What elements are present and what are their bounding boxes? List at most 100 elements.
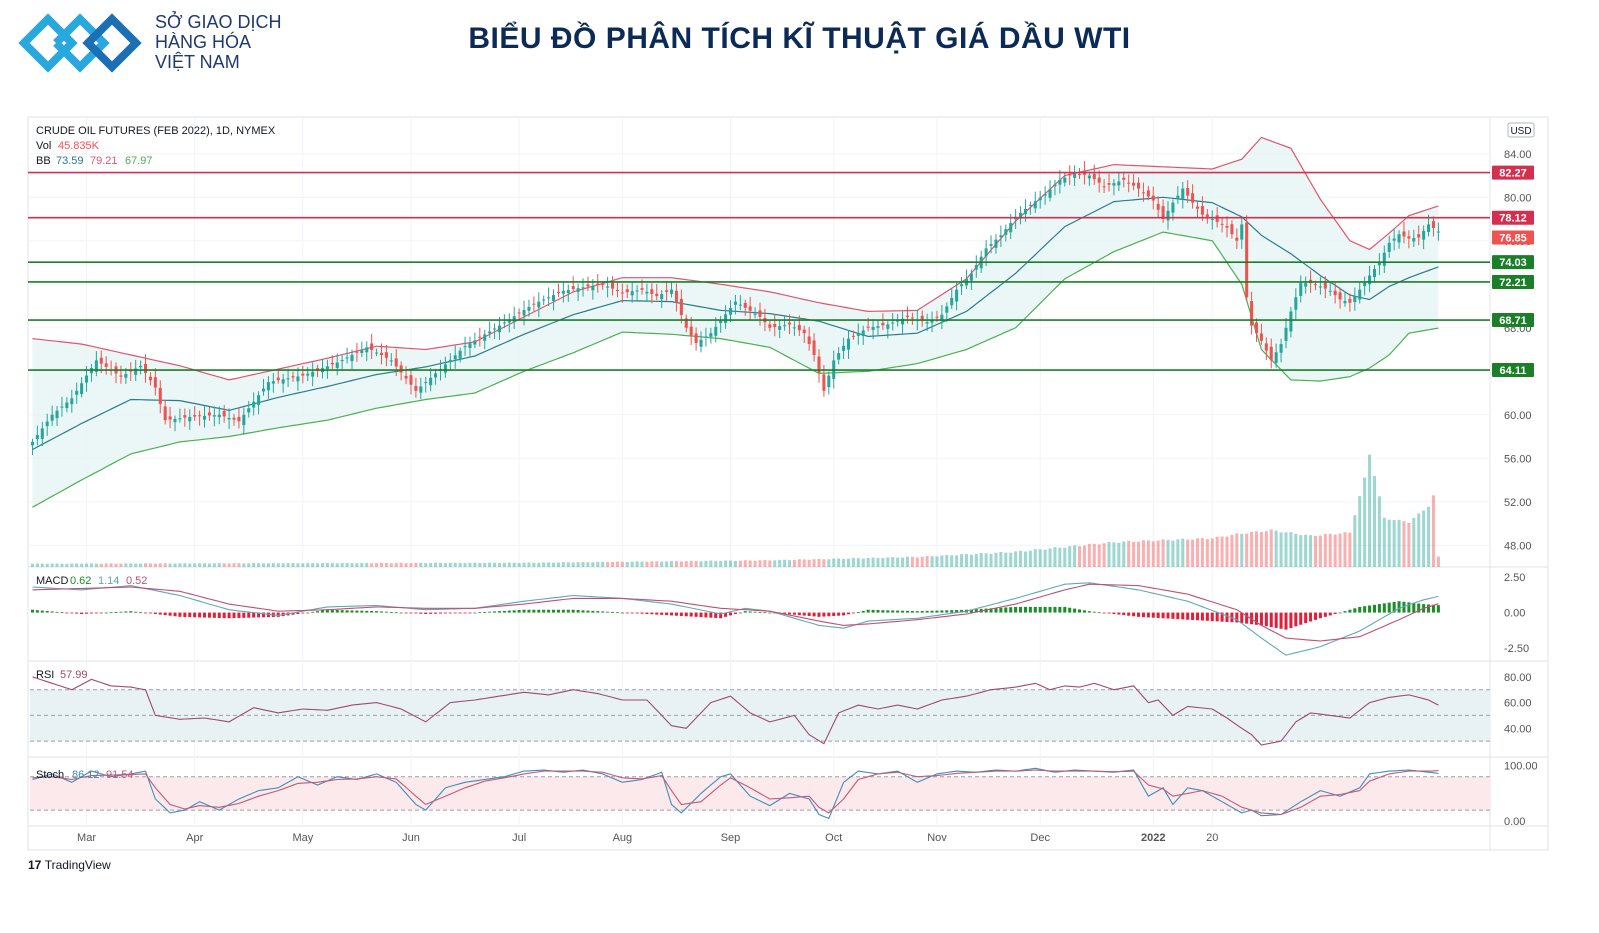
macd-histogram-bar: [1358, 606, 1362, 613]
bb-legend-label: BB: [36, 155, 51, 167]
candle-body: [232, 417, 236, 420]
candle-body: [1304, 283, 1308, 287]
volume-bar: [866, 558, 870, 567]
macd-histogram-bar: [783, 612, 787, 614]
volume-bar: [724, 560, 728, 567]
candle-body: [1097, 177, 1101, 183]
macd-histogram-bar: [999, 607, 1003, 613]
candle-body: [969, 273, 973, 281]
macd-histogram-bar: [247, 612, 251, 618]
volume-bar: [1363, 477, 1367, 567]
volume-bar: [1033, 549, 1037, 567]
candle-body: [1156, 203, 1160, 210]
price-tick-label: 56.00: [1504, 453, 1532, 465]
candle-body: [886, 324, 890, 329]
candle-body: [542, 299, 546, 301]
candle-body: [660, 294, 664, 300]
level-price-label: 64.11: [1500, 365, 1527, 377]
rsi-tick-label: 80.00: [1504, 672, 1532, 684]
macd-histogram-bar: [143, 612, 148, 614]
macd-histogram-bar: [1004, 607, 1008, 613]
macd-histogram-bar: [1294, 612, 1298, 627]
volume-bar: [714, 561, 718, 567]
candle-body: [1053, 184, 1057, 187]
macd-histogram-bar: [950, 610, 954, 613]
candle-body: [1259, 333, 1263, 341]
candle-body: [40, 428, 44, 439]
volume-bar: [743, 560, 747, 567]
volume-bar: [753, 560, 757, 567]
candle-body: [483, 334, 487, 341]
logo-emblem-icon: [18, 13, 142, 73]
macd-histogram-bar: [1028, 606, 1032, 613]
volume-bar: [345, 562, 349, 567]
candle-body: [1397, 234, 1401, 243]
vol-legend-label: Vol: [36, 140, 51, 152]
volume-bar: [891, 557, 895, 567]
macd-histogram-bar: [434, 612, 438, 614]
volume-bar: [1023, 551, 1027, 567]
volume-bar: [856, 558, 860, 567]
volume-bar: [502, 562, 506, 567]
macd-histogram-bar: [733, 612, 737, 614]
macd-histogram-bar: [1363, 606, 1367, 613]
candle-body: [286, 378, 290, 380]
macd-histogram-bar: [655, 612, 659, 615]
volume-bar: [261, 563, 266, 567]
candle-body: [65, 402, 69, 409]
candle-body: [55, 410, 59, 419]
macd-histogram-bar: [202, 612, 207, 618]
candle-body: [104, 363, 108, 367]
volume-bar: [802, 559, 806, 567]
macd-histogram-bar: [458, 612, 462, 614]
candle-body: [355, 351, 359, 353]
macd-histogram-bar: [940, 610, 944, 613]
volume-bar: [832, 558, 836, 567]
volume-bar: [812, 559, 816, 567]
level-price-tag: [1492, 255, 1534, 270]
candle-body: [714, 326, 718, 336]
macd-histogram-bar: [694, 612, 698, 617]
candle-body: [910, 317, 914, 319]
macd-histogram-bar: [846, 612, 851, 615]
stoch-tick-label: 0.00: [1504, 816, 1525, 828]
volume-bar: [40, 563, 44, 567]
time-tick-label: Sep: [721, 832, 741, 844]
candle-body: [1289, 311, 1293, 332]
macd-signal-line: [32, 583, 1439, 642]
volume-bar: [925, 555, 929, 567]
macd-histogram-bar: [296, 612, 300, 614]
macd-histogram-bar: [35, 610, 39, 613]
volume-bar: [1161, 539, 1165, 567]
macd-histogram-bar: [1087, 611, 1091, 613]
macd-histogram-bar: [945, 610, 949, 613]
volume-bar: [940, 555, 944, 567]
volume-bar: [512, 562, 516, 567]
macd-histogram-bar: [85, 612, 89, 614]
candle-body: [198, 415, 202, 417]
candle-body: [478, 336, 482, 338]
macd-histogram-bar: [124, 611, 128, 613]
candle-body: [591, 285, 595, 291]
candle-body: [360, 349, 364, 354]
macd-histogram-bar: [443, 612, 447, 614]
volume-bar: [645, 561, 649, 567]
candle-body: [222, 410, 226, 417]
macd-histogram-bar: [1117, 612, 1121, 615]
last-price-tag: [1492, 230, 1534, 245]
macd-histogram-bar: [227, 612, 231, 619]
candle-body: [724, 314, 728, 324]
macd-histogram-bar: [370, 611, 374, 613]
volume-bar: [237, 563, 241, 567]
candle-body: [296, 376, 300, 382]
volume-bar: [920, 556, 924, 567]
volume-bar: [758, 560, 762, 567]
candle-body: [822, 374, 826, 391]
candle-body: [1087, 175, 1091, 179]
volume-bar: [709, 560, 713, 567]
volume-bar: [458, 562, 462, 567]
candle-body: [384, 352, 388, 358]
volume-bar: [684, 561, 688, 567]
volume-bar: [1038, 549, 1042, 567]
